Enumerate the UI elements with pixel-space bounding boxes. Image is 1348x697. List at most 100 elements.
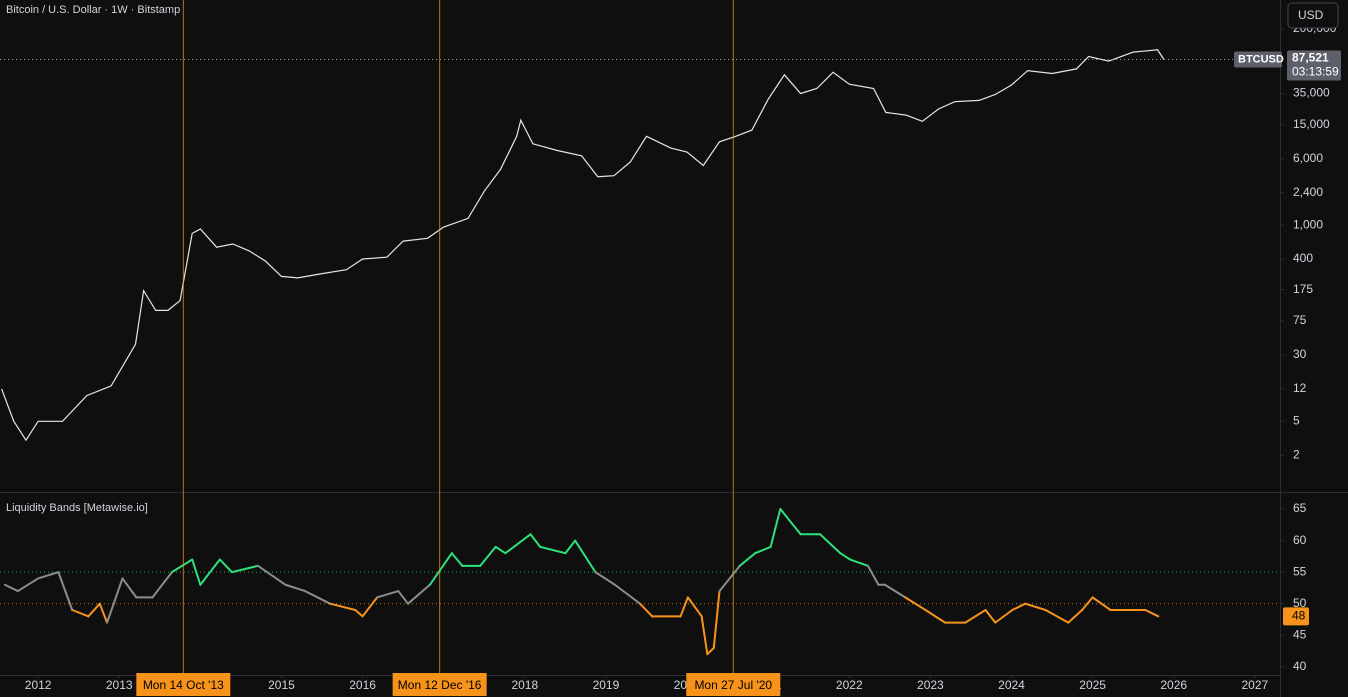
indicator-segment	[230, 564, 259, 574]
x-tick-label: 2012	[25, 678, 52, 692]
indicator-segment	[819, 533, 842, 555]
indicator-segment	[199, 558, 221, 586]
indicator-segment	[1081, 596, 1094, 612]
x-tick-label: 2022	[836, 678, 863, 692]
indicator-segment	[539, 545, 567, 555]
indicator-segment	[397, 590, 410, 605]
last-value-label: 48	[1292, 608, 1306, 622]
marker-label: Mon 27 Jul '20	[694, 678, 772, 692]
indicator-segment	[984, 609, 997, 624]
indicator-segment	[639, 602, 654, 618]
indicator-segment	[564, 539, 577, 555]
price-line	[1, 49, 1165, 442]
indicator-segment	[428, 552, 453, 586]
indicator-segment	[839, 552, 852, 561]
symbol-title: Bitcoin / U.S. Dollar · 1W · Bitstamp	[6, 4, 180, 16]
symbol-badge-label: BTCUSD	[1238, 53, 1284, 65]
indicator-segment	[376, 590, 400, 599]
y-tick-label: 1,000	[1293, 217, 1323, 231]
indicator-segment	[303, 590, 332, 605]
y-tick-label: 30	[1293, 347, 1307, 361]
indicator-segment	[151, 571, 173, 599]
x-tick-label: 2019	[593, 678, 620, 692]
x-tick-label: 2018	[511, 678, 538, 692]
x-tick-label: 2024	[998, 678, 1025, 692]
x-tick-label: 2013	[106, 678, 133, 692]
last-price-badge	[1287, 50, 1341, 81]
x-tick-label: 2023	[917, 678, 944, 692]
indicator-segment	[494, 545, 507, 555]
indicator-segment	[329, 602, 357, 612]
indicator-segment	[191, 558, 202, 586]
indicator-segment	[354, 609, 364, 618]
indicator-segment	[594, 571, 616, 586]
indicator-segment	[866, 564, 880, 586]
y-tick-label: 60	[1293, 533, 1307, 547]
marker-label: Mon 14 Oct '13	[143, 678, 224, 692]
indicator-segment	[479, 545, 497, 567]
indicator-segment	[883, 583, 907, 599]
indicator-segment	[994, 609, 1014, 624]
y-tick-label: 50	[1293, 596, 1307, 610]
y-tick-label: 5	[1293, 413, 1300, 427]
marker-badge	[136, 673, 231, 696]
indicator-segment	[218, 558, 233, 574]
indicator-segment	[904, 596, 927, 612]
indicator-segment	[712, 590, 721, 649]
y-tick-label: 55	[1293, 564, 1307, 578]
marker-badge	[686, 673, 781, 696]
indicator-segment	[964, 609, 987, 624]
indicator-segment	[3, 583, 19, 593]
indicator-segment	[1091, 596, 1112, 612]
y-tick-label: 35,000	[1293, 86, 1330, 100]
indicator-segment	[98, 602, 109, 624]
last-value-badge	[1283, 607, 1309, 626]
indicator-segment	[686, 596, 703, 618]
x-tick-label: 2016	[349, 678, 376, 692]
indicator-segment	[613, 583, 641, 605]
y-tick-label: 75	[1293, 313, 1307, 327]
symbol-badge	[1234, 51, 1282, 68]
indicator-segment	[256, 564, 287, 586]
y-tick-label: 175	[1293, 282, 1313, 296]
currency-button-label[interactable]: USD	[1298, 8, 1324, 22]
indicator-segment	[37, 571, 60, 580]
indicator-segment	[121, 577, 138, 599]
indicator-segment	[754, 545, 772, 555]
y-tick-label: 6,000	[1293, 151, 1323, 165]
indicator-segment	[924, 609, 946, 624]
indicator-segment	[16, 577, 40, 593]
indicator-segment	[106, 577, 124, 624]
indicator-segment	[529, 533, 542, 548]
y-tick-label: 2,400	[1293, 185, 1323, 199]
marker-badge	[392, 673, 487, 696]
indicator-segment	[361, 596, 379, 618]
indicator-segment	[87, 602, 101, 618]
y-tick-label: 45	[1293, 627, 1307, 641]
x-tick-label: 2015	[268, 678, 295, 692]
indicator-segment	[706, 646, 715, 656]
y-tick-label: 40	[1293, 659, 1307, 673]
indicator-segment	[71, 609, 90, 618]
indicator-segment	[1024, 602, 1047, 612]
indicator-segment	[718, 564, 741, 593]
y-tick-label: 400	[1293, 251, 1313, 265]
y-tick-label: 65	[1293, 501, 1307, 515]
indicator-segment	[504, 533, 532, 555]
currency-button[interactable]	[1287, 2, 1339, 29]
indicator-segment	[170, 558, 194, 574]
indicator-segment	[779, 508, 802, 536]
indicator-segment	[738, 552, 757, 567]
y-tick-label: 2	[1293, 447, 1300, 461]
indicator-segment	[284, 583, 306, 593]
indicator-segment	[1144, 609, 1160, 618]
x-tick-label: 2026	[1160, 678, 1187, 692]
indicator-segment	[574, 539, 597, 574]
indicator-segment	[57, 571, 74, 612]
indicator-segment	[679, 596, 689, 618]
x-tick-label: 2027	[1242, 678, 1269, 692]
indicator-segment	[1011, 602, 1027, 612]
y-tick-label: 12	[1293, 381, 1307, 395]
